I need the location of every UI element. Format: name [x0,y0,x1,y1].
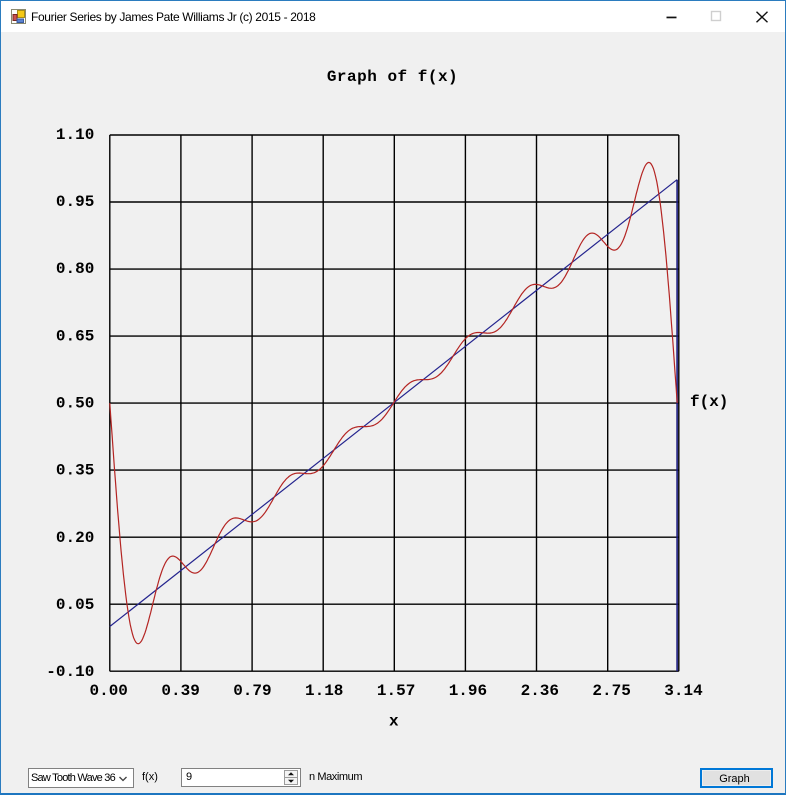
svg-text:0.39: 0.39 [161,682,199,700]
svg-text:1.57: 1.57 [377,682,415,700]
svg-text:2.36: 2.36 [521,682,559,700]
svg-text:x: x [389,713,399,731]
svg-text:0.20: 0.20 [56,529,94,547]
svg-text:0.00: 0.00 [89,682,127,700]
svg-text:0.50: 0.50 [56,395,94,413]
svg-text:1.18: 1.18 [305,682,343,700]
svg-text:0.05: 0.05 [56,596,94,614]
svg-text:-0.10: -0.10 [46,663,94,681]
svg-text:0.35: 0.35 [56,462,94,480]
svg-text:1.96: 1.96 [449,682,487,700]
svg-text:0.80: 0.80 [56,260,94,278]
svg-text:2.75: 2.75 [592,682,630,700]
svg-text:0.79: 0.79 [233,682,271,700]
svg-text:1.10: 1.10 [56,126,94,144]
svg-text:0.95: 0.95 [56,193,94,211]
svg-text:f(x): f(x) [690,393,728,411]
svg-text:Graph of f(x): Graph of f(x) [327,68,458,86]
svg-text:0.65: 0.65 [56,327,94,345]
svg-text:3.14: 3.14 [664,682,703,700]
